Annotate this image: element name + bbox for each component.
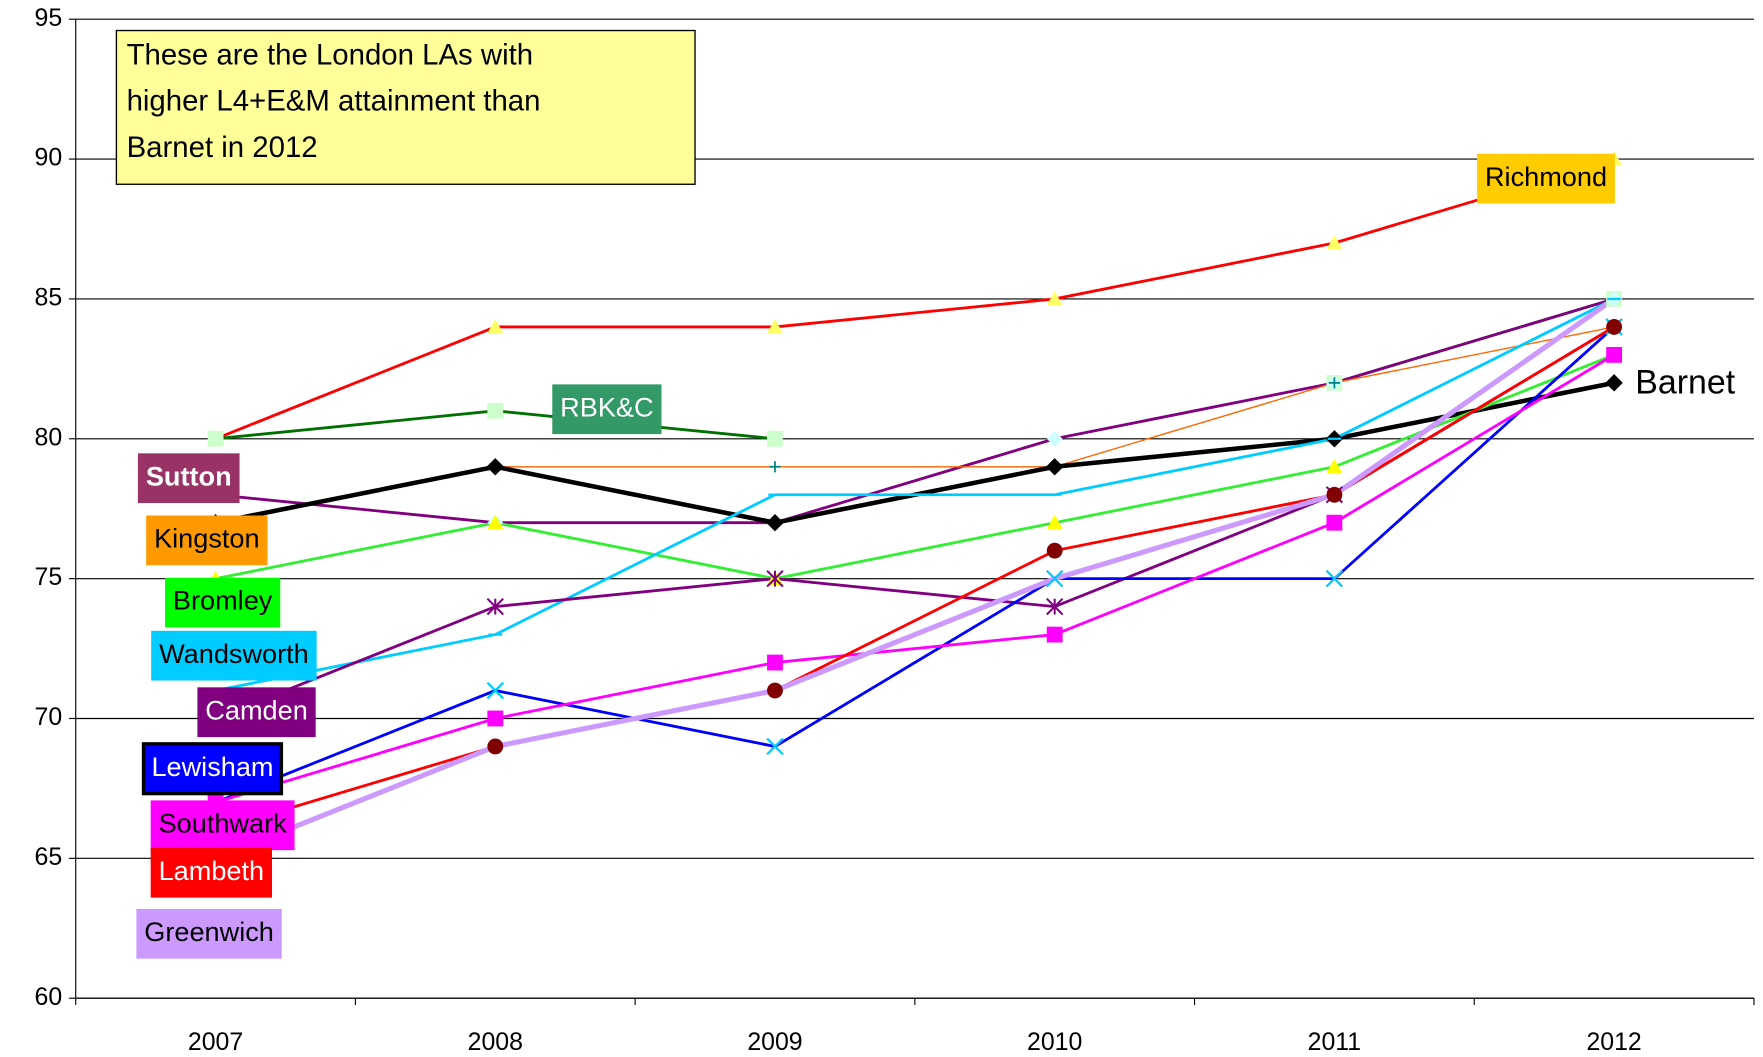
marker	[1046, 542, 1063, 559]
series-label-box	[146, 515, 268, 566]
series-label-box	[197, 687, 316, 738]
series-line	[215, 325, 1615, 720]
marker	[1045, 569, 1064, 588]
marker	[486, 458, 504, 476]
marker	[1046, 626, 1063, 643]
series-label-box	[151, 630, 317, 681]
annotation-text: Barnet in 2012	[127, 131, 318, 164]
series-line	[215, 325, 1615, 832]
y-tick-label: 75	[35, 563, 63, 591]
marker	[1046, 597, 1064, 616]
marker	[1328, 377, 1341, 389]
series-line	[215, 325, 1616, 804]
marker	[767, 654, 783, 671]
marker	[766, 737, 784, 756]
marker	[1606, 318, 1623, 335]
series-line	[215, 297, 1615, 692]
marker	[1326, 486, 1343, 503]
series-label-box	[150, 847, 272, 898]
marker	[487, 318, 504, 334]
marker	[1046, 430, 1063, 447]
marker	[1606, 346, 1623, 363]
marker	[767, 682, 783, 699]
annotation-box	[115, 29, 696, 185]
series-label: Lewisham	[151, 751, 273, 782]
series-label: Camden	[205, 694, 307, 725]
y-tick-label: 65	[35, 843, 63, 871]
marker	[487, 402, 504, 419]
marker	[487, 710, 504, 727]
y-tick-label: 90	[35, 144, 63, 172]
marker	[766, 513, 784, 532]
series-label: Wandsworth	[159, 638, 309, 669]
series-label: Greenwich	[144, 916, 274, 947]
y-tick-label: 60	[35, 983, 63, 1011]
labels: Richmond RBK&C Sutton Kingston Barnet Bromley…	[136, 153, 1736, 959]
y-tick-label: 70	[35, 703, 63, 731]
marker	[1045, 458, 1064, 476]
series-label: Lambeth	[159, 855, 264, 886]
marker	[1326, 235, 1343, 250]
series-line	[215, 157, 1615, 441]
y-tick-label: 80	[35, 423, 63, 451]
annotation-text: These are the London LAs with	[127, 38, 534, 71]
series-label: Southwark	[159, 807, 288, 838]
marker	[767, 318, 783, 334]
series-line	[215, 353, 1615, 804]
marker	[767, 430, 783, 447]
marker	[487, 738, 504, 755]
series-label: Barnet	[1635, 363, 1735, 401]
series-label-box	[141, 742, 284, 796]
marker	[1046, 291, 1063, 306]
y-tick-label: 95	[35, 4, 63, 32]
series-label-box	[137, 453, 240, 504]
x-tick-label: 2007	[188, 1028, 243, 1056]
annotation-text: higher L4+E&M attainment than	[127, 85, 541, 118]
series-line	[215, 353, 1615, 581]
x-tick-label: 2010	[1027, 1028, 1082, 1056]
series-line	[215, 297, 1615, 525]
x-tick-label: 2012	[1586, 1028, 1641, 1056]
marker	[486, 597, 504, 616]
marker	[1046, 514, 1063, 530]
marker	[486, 681, 504, 700]
marker	[487, 514, 504, 530]
series-label: Kingston	[154, 523, 259, 554]
x-tick-label: 2011	[1308, 1028, 1361, 1056]
series-label-box	[552, 384, 662, 435]
lines	[206, 151, 1623, 861]
series-label-box	[136, 908, 282, 959]
y-tick-label: 85	[35, 283, 63, 311]
series-label: RBK&C	[560, 391, 653, 422]
series-label: Bromley	[173, 585, 273, 616]
series-label: Sutton	[146, 460, 232, 491]
marker	[1326, 514, 1343, 531]
series-line	[214, 296, 1616, 861]
series-label-box	[150, 800, 295, 851]
series-label: Richmond	[1485, 161, 1607, 192]
marker	[766, 570, 784, 588]
x-tick-label: 2008	[468, 1028, 523, 1056]
x-tick-label: 2009	[747, 1028, 802, 1056]
marker	[769, 461, 781, 473]
marker	[1325, 569, 1344, 588]
marker	[207, 430, 224, 447]
series-label-box	[1477, 153, 1615, 204]
marker	[1326, 458, 1343, 474]
marker	[1605, 374, 1623, 392]
series-label-box	[165, 577, 281, 628]
